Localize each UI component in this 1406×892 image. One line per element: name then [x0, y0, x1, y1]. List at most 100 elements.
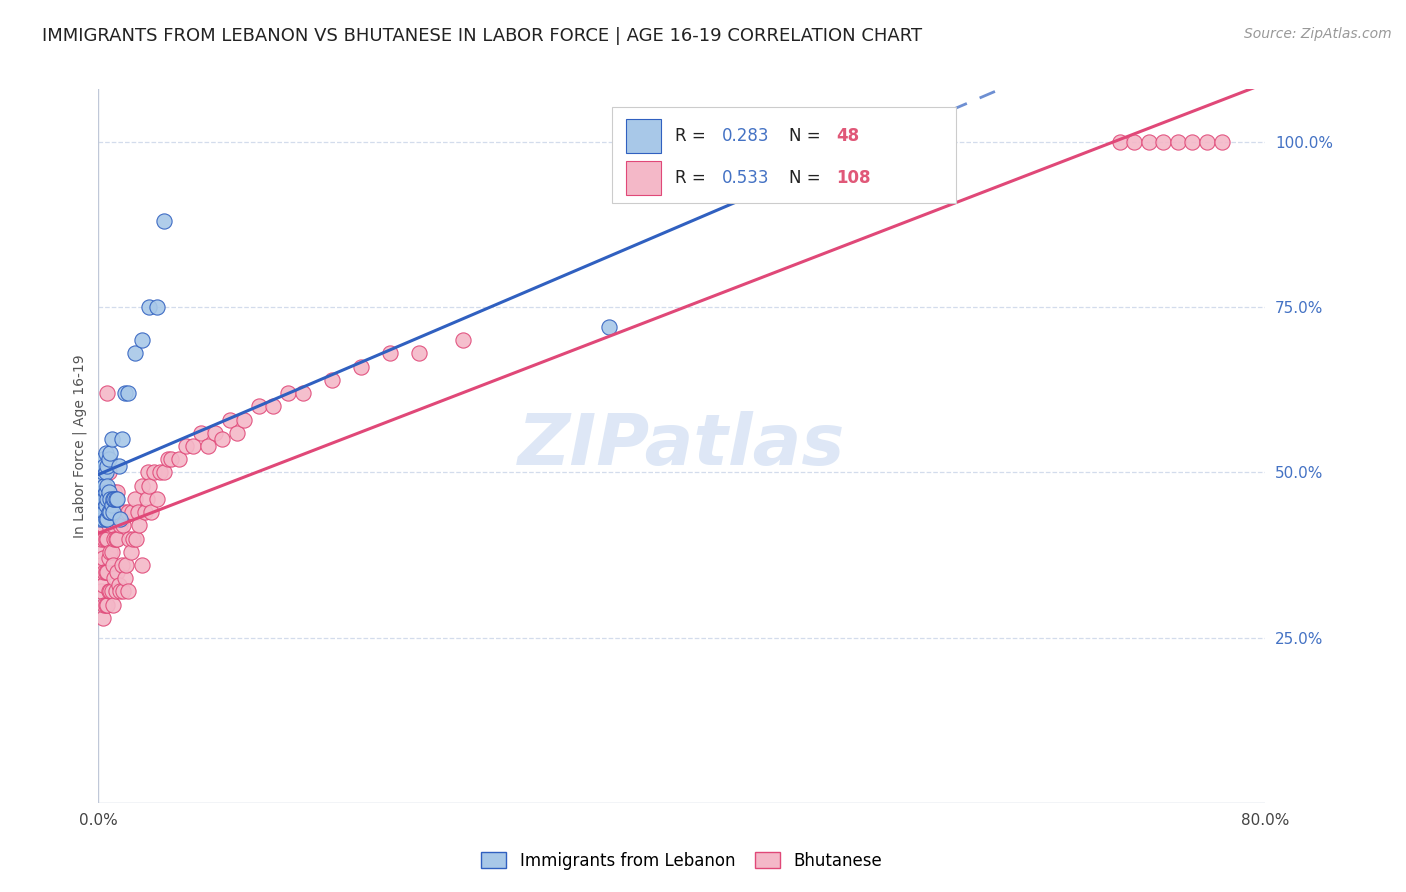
Point: [96, 565, 118, 579]
Point: [1195, 135, 1218, 149]
Point: [124, 491, 146, 506]
Point: [408, 346, 430, 360]
Point: [89, 545, 111, 559]
Point: [89, 491, 111, 506]
Point: [598, 320, 620, 334]
Point: [114, 505, 136, 519]
Point: [94, 499, 117, 513]
Point: [98, 505, 121, 519]
Point: [131, 558, 153, 572]
Point: [149, 466, 172, 480]
Point: [111, 433, 134, 447]
Point: [108, 511, 131, 525]
FancyBboxPatch shape: [626, 120, 661, 153]
Point: [350, 359, 373, 374]
Point: [153, 466, 176, 480]
Text: 48: 48: [837, 128, 859, 145]
Point: [90, 505, 112, 519]
Point: [91, 485, 114, 500]
Point: [91, 491, 114, 506]
Point: [96, 511, 118, 525]
Point: [104, 584, 127, 599]
Point: [120, 545, 142, 559]
Point: [1167, 135, 1189, 149]
Point: [105, 485, 128, 500]
Point: [167, 452, 190, 467]
Point: [105, 491, 128, 506]
Point: [378, 346, 402, 360]
Text: 108: 108: [837, 169, 870, 186]
Point: [94, 466, 117, 480]
Text: R =: R =: [675, 169, 711, 186]
Point: [138, 300, 160, 314]
Point: [94, 485, 117, 500]
Point: [101, 598, 124, 612]
Point: [97, 584, 120, 599]
Point: [91, 578, 114, 592]
Text: N =: N =: [789, 128, 827, 145]
FancyBboxPatch shape: [626, 161, 661, 194]
Point: [112, 518, 135, 533]
Point: [93, 478, 115, 492]
Point: [89, 565, 111, 579]
Point: [1152, 135, 1174, 149]
Point: [104, 532, 127, 546]
Y-axis label: In Labor Force | Age 16-19: In Labor Force | Age 16-19: [73, 354, 87, 538]
Point: [94, 532, 117, 546]
Point: [277, 386, 299, 401]
Point: [91, 511, 114, 525]
Point: [118, 532, 141, 546]
Point: [89, 511, 111, 525]
Point: [218, 412, 240, 426]
Point: [103, 571, 125, 585]
Text: IMMIGRANTS FROM LEBANON VS BHUTANESE IN LABOR FORCE | AGE 16-19 CORRELATION CHAR: IMMIGRANTS FROM LEBANON VS BHUTANESE IN …: [42, 27, 922, 45]
Text: Source: ZipAtlas.com: Source: ZipAtlas.com: [1244, 27, 1392, 41]
Point: [90, 491, 112, 506]
Point: [321, 373, 343, 387]
Point: [101, 491, 124, 506]
Point: [153, 214, 176, 228]
Point: [115, 558, 138, 572]
Point: [100, 545, 122, 559]
Point: [91, 518, 114, 533]
Point: [96, 478, 118, 492]
Point: [124, 346, 146, 360]
Point: [138, 478, 160, 492]
Point: [190, 425, 212, 440]
Point: [117, 505, 139, 519]
Point: [146, 491, 169, 506]
Point: [103, 532, 125, 546]
Point: [134, 505, 156, 519]
Point: [89, 518, 111, 533]
Point: [101, 518, 124, 533]
Point: [96, 491, 118, 506]
Point: [197, 439, 219, 453]
Point: [135, 491, 157, 506]
Text: 0.283: 0.283: [721, 128, 769, 145]
Point: [96, 598, 118, 612]
Point: [91, 499, 114, 513]
Point: [111, 558, 134, 572]
Point: [110, 518, 132, 533]
Point: [101, 558, 124, 572]
Point: [97, 466, 120, 480]
Point: [94, 598, 117, 612]
Point: [114, 386, 136, 401]
Point: [97, 485, 120, 500]
Text: N =: N =: [789, 169, 827, 186]
Point: [226, 425, 249, 440]
Point: [1137, 135, 1160, 149]
Point: [117, 386, 139, 401]
Point: [96, 386, 118, 401]
Point: [93, 598, 115, 612]
Point: [125, 532, 148, 546]
Point: [142, 466, 165, 480]
Point: [1108, 135, 1130, 149]
Point: [1123, 135, 1146, 149]
Point: [91, 466, 114, 480]
Point: [94, 565, 117, 579]
Point: [100, 499, 122, 513]
Point: [97, 518, 120, 533]
Point: [100, 433, 122, 447]
Point: [97, 505, 120, 519]
